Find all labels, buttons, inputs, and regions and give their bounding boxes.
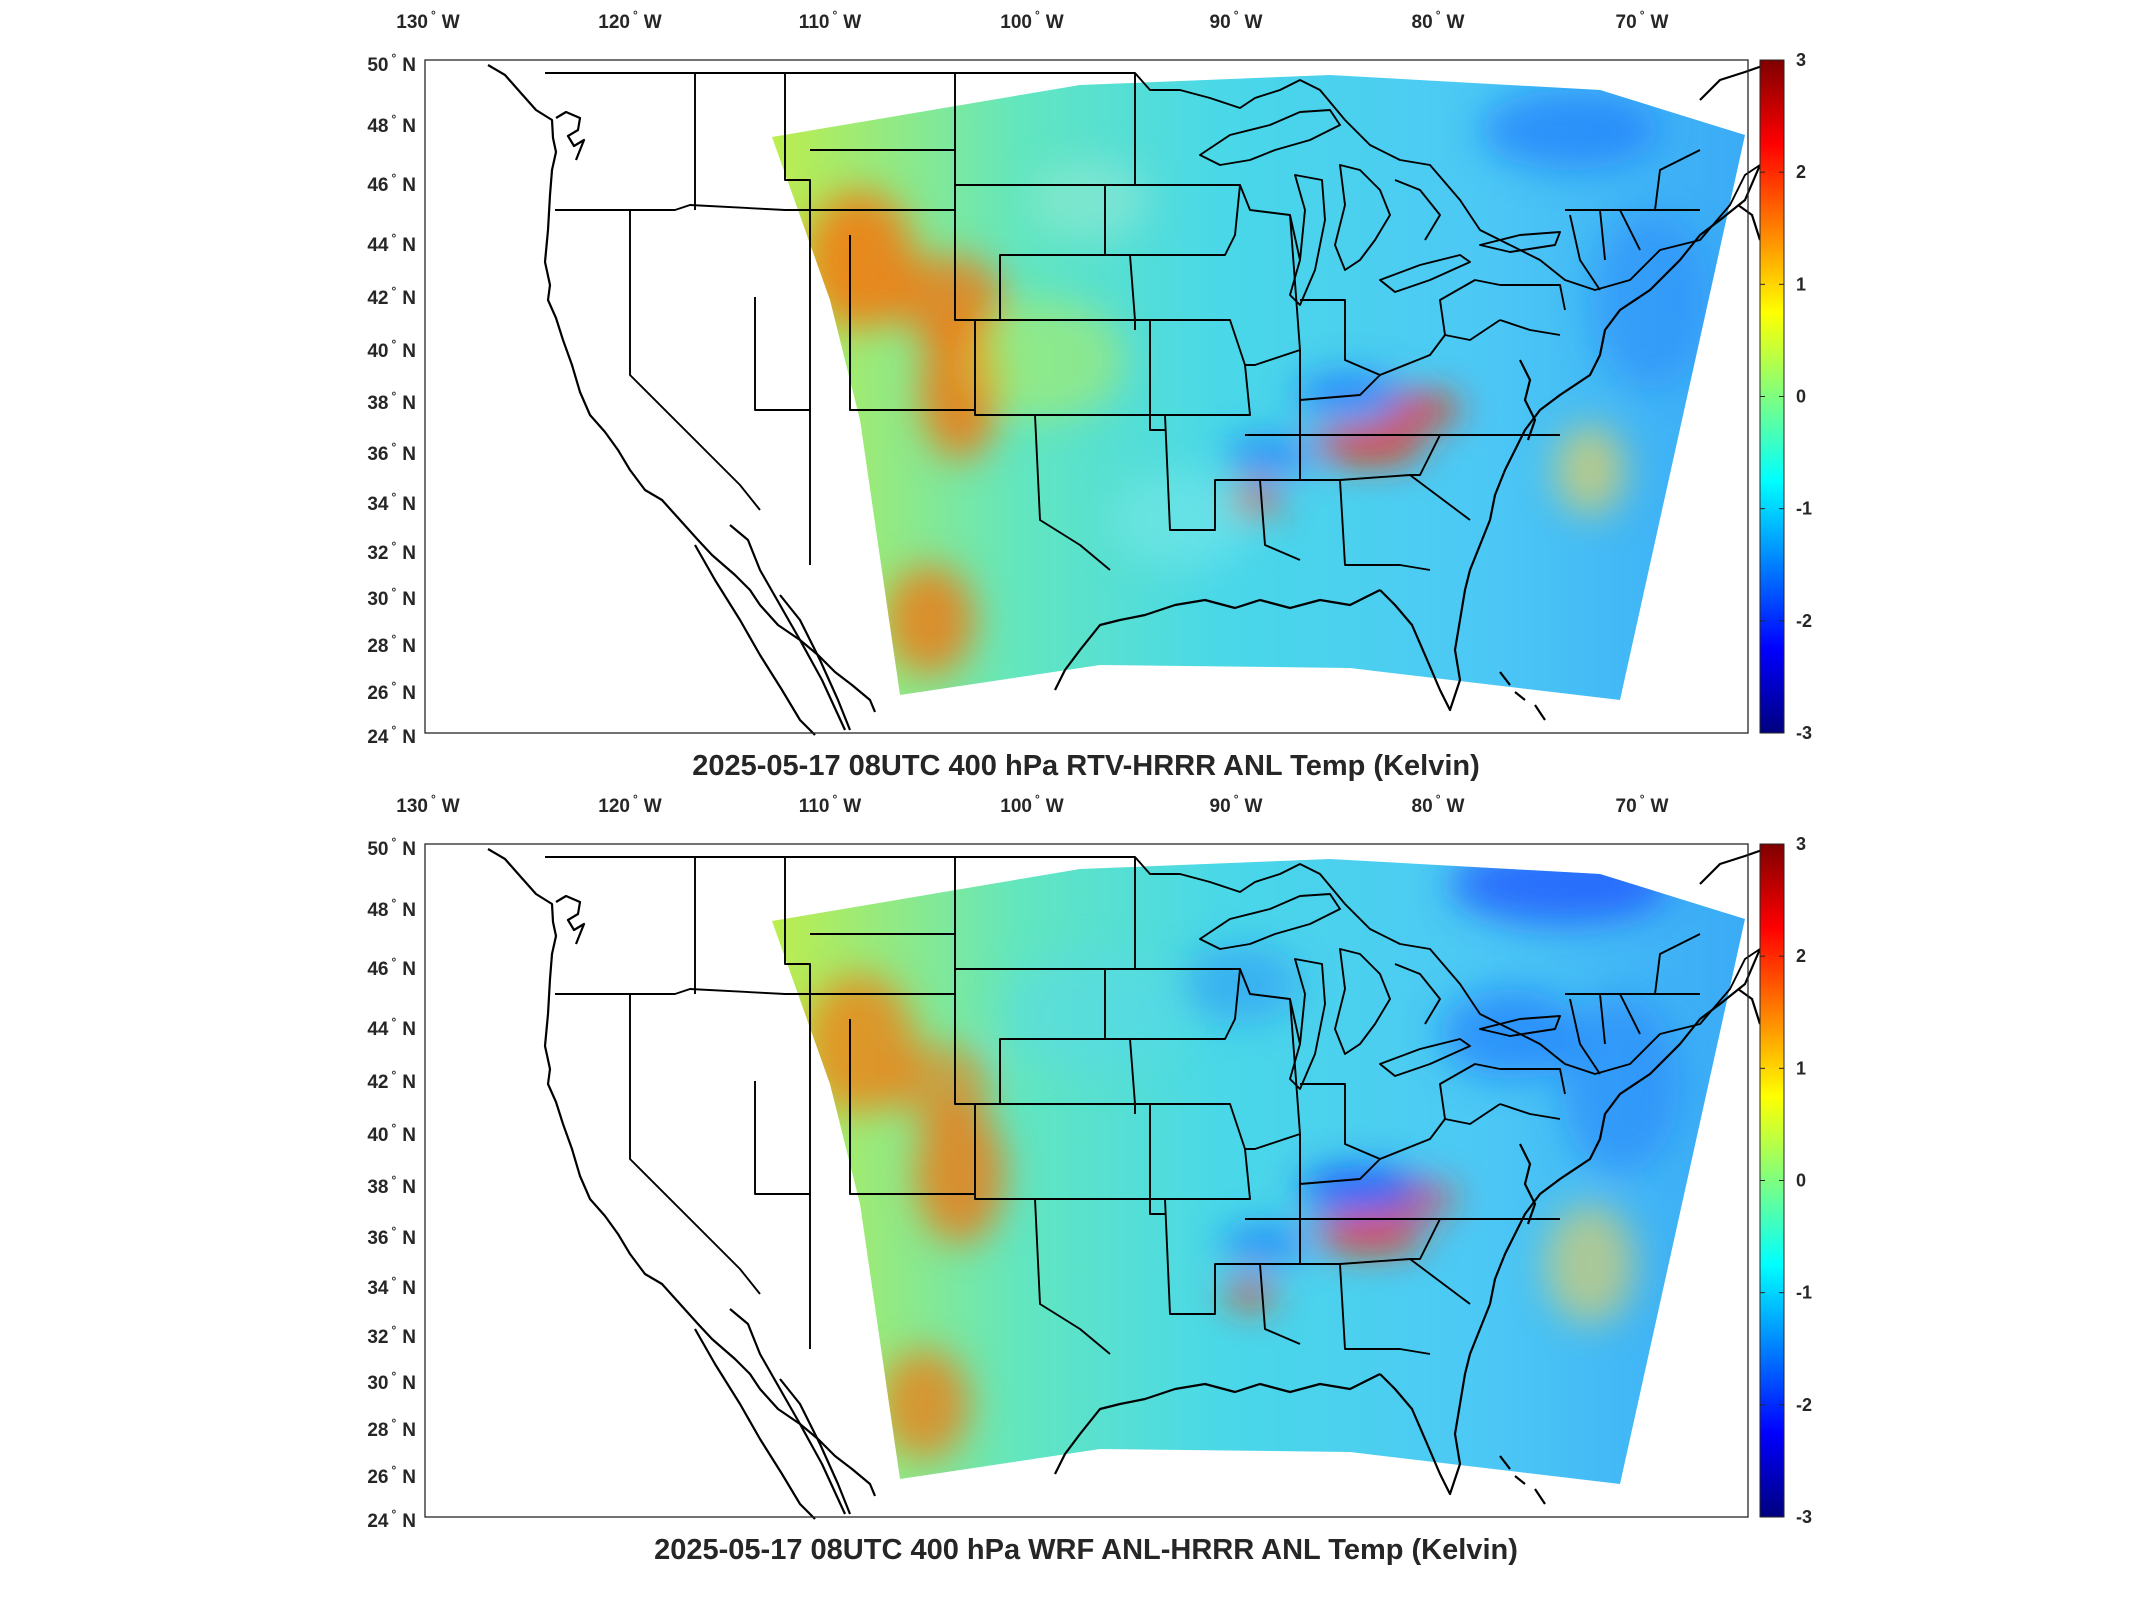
anomaly-region: [1560, 994, 1680, 1174]
latitude-tick-label: 36 ° N: [367, 1224, 416, 1249]
colorbar-tick-label: 3: [1796, 50, 1806, 70]
colorbar-tick-label: -2: [1796, 1395, 1812, 1415]
latitude-tick-label: 26 ° N: [367, 679, 416, 704]
latitude-tick-label: 32 ° N: [367, 539, 416, 564]
latitude-tick-label: 44 ° N: [367, 231, 416, 256]
longitude-tick-label: 70 ° W: [1616, 8, 1669, 33]
colorbar-tick-label: -3: [1796, 723, 1812, 743]
map-frame: [424, 843, 1749, 1518]
longitude-tick-label: 90 ° W: [1210, 8, 1263, 33]
latitude-tick-label: 24 ° N: [367, 1507, 416, 1532]
colorbar-tick-label: 2: [1796, 946, 1806, 966]
longitude-tick-label: 110 ° W: [799, 8, 861, 33]
latitude-tick-label: 32 ° N: [367, 1323, 416, 1348]
panel-title: 2025-05-17 08UTC 400 hPa WRF ANL-HRRR AN…: [654, 1534, 1518, 1566]
longitude-tick-label: 130 ° W: [396, 8, 460, 33]
latitude-tick-label: 48 ° N: [367, 112, 416, 137]
latitude-tick-label: 42 ° N: [367, 1068, 416, 1093]
anomaly-region: [1480, 90, 1660, 170]
panel-title: 2025-05-17 08UTC 400 hPa RTV-HRRR ANL Te…: [692, 750, 1480, 782]
latitude-tick-label: 30 ° N: [367, 585, 416, 610]
anomaly-region: [1110, 470, 1250, 570]
latitude-tick-label: 46 ° N: [367, 955, 416, 980]
longitude-tick-label: 130 ° W: [396, 792, 460, 817]
latitude-tick-label: 28 ° N: [367, 632, 416, 657]
anomaly-region: [1220, 1226, 1310, 1262]
colorbar-tick-label: 0: [1796, 387, 1806, 407]
map-frame: [424, 59, 1749, 734]
latitude-tick-label: 48 ° N: [367, 896, 416, 921]
latitude-tick-label: 30 ° N: [367, 1369, 416, 1394]
longitude-tick-label: 80 ° W: [1412, 792, 1465, 817]
anomaly-region: [1225, 1280, 1275, 1308]
colorbar-tick-label: 1: [1796, 274, 1806, 294]
map-panel-rtv-hrrr: 130 ° W 120 ° W 110 ° W 100 ° W 90 ° W 80 ° W 70 ° W 50 ° N 48 ° N…: [367, 8, 1812, 782]
latitude-tick-label: 38 ° N: [367, 389, 416, 414]
latitude-tick-label: 42 ° N: [367, 284, 416, 309]
map-panel-wrf-hrrr: 130 ° W 120 ° W 110 ° W 100 ° W 90 ° W 80 ° W 70 ° W 50 ° N 48 ° N…: [367, 792, 1812, 1566]
anomaly-region: [880, 1349, 970, 1459]
longitude-tick-label: 70 ° W: [1616, 792, 1669, 817]
anomaly-region: [1180, 944, 1300, 1024]
latitude-tick-label: 38 ° N: [367, 1173, 416, 1198]
longitude-tick-label: 110 ° W: [799, 792, 861, 817]
colorbar-tick-label: -1: [1796, 1283, 1812, 1303]
anomaly-region: [965, 300, 1125, 420]
anomaly-region: [805, 190, 915, 330]
latitude-tick-label: 28 ° N: [367, 1416, 416, 1441]
anomaly-region: [1315, 427, 1425, 463]
colorbar-tick-label: -3: [1796, 1507, 1812, 1527]
anomaly-region: [1590, 210, 1710, 390]
latitude-tick-label: 44 ° N: [367, 1015, 416, 1040]
colorbar-tick-label: 3: [1796, 834, 1806, 854]
temperature-difference-field: [772, 859, 1745, 1484]
latitude-tick-label: 26 ° N: [367, 1463, 416, 1488]
anomaly-region: [1440, 989, 1580, 1079]
anomaly-region: [1555, 425, 1625, 515]
longitude-tick-label: 80 ° W: [1412, 8, 1465, 33]
colorbar-tick-label: 0: [1796, 1171, 1806, 1191]
latitude-tick-label: 50 ° N: [367, 51, 416, 76]
longitude-tick-label: 120 ° W: [598, 8, 662, 33]
latitude-tick-label: 24 ° N: [367, 723, 416, 748]
colorbar-tick-label: 2: [1796, 162, 1806, 182]
latitude-tick-label: 34 ° N: [367, 490, 416, 515]
longitude-tick-label: 100 ° W: [1000, 8, 1064, 33]
latitude-tick-label: 40 ° N: [367, 1121, 416, 1146]
anomaly-region: [915, 1104, 1005, 1244]
longitude-tick-label: 90 ° W: [1210, 792, 1263, 817]
longitude-tick-label: 100 ° W: [1000, 792, 1064, 817]
latitude-tick-label: 36 ° N: [367, 440, 416, 465]
anomaly-region: [805, 974, 915, 1114]
colorbar-tick-label: -1: [1796, 499, 1812, 519]
anomaly-region: [1225, 437, 1315, 473]
latitude-tick-label: 34 ° N: [367, 1274, 416, 1299]
anomaly-region: [1000, 954, 1180, 1074]
latitude-tick-label: 46 ° N: [367, 171, 416, 196]
colorbar-tick-label: -2: [1796, 611, 1812, 631]
longitude-tick-label: 120 ° W: [598, 792, 662, 817]
latitude-tick-label: 40 ° N: [367, 337, 416, 362]
temperature-difference-field: [772, 75, 1745, 700]
anomaly-region: [1315, 1216, 1425, 1252]
colorbar-tick-label: 1: [1796, 1058, 1806, 1078]
anomaly-region: [1300, 1167, 1420, 1211]
anomaly-region: [1030, 160, 1150, 240]
anomaly-region: [895, 255, 1005, 345]
anomaly-region: [1545, 1204, 1635, 1324]
anomaly-region: [885, 565, 975, 675]
latitude-tick-label: 50 ° N: [367, 835, 416, 860]
